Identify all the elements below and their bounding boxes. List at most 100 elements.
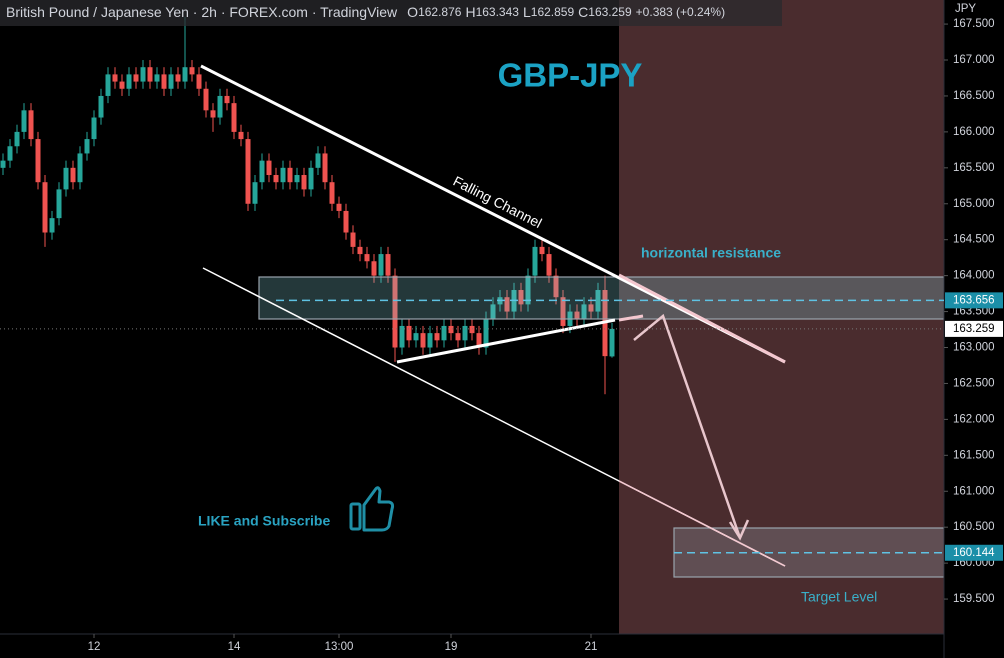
candle-body (434, 333, 440, 341)
price-label-box (945, 544, 1003, 561)
subscribe-label: LIKE and Subscribe (198, 513, 330, 529)
close-label: C (578, 4, 588, 20)
candle-body (154, 74, 160, 82)
candle-body (364, 254, 370, 262)
candle-body (161, 74, 167, 89)
x-tick-label: 19 (445, 641, 458, 653)
candle-body (490, 304, 496, 319)
candle-body (287, 167, 293, 183)
candle-body (539, 246, 545, 255)
candle-body (231, 103, 237, 132)
candle-body (266, 160, 272, 176)
y-tick-label: 165.500 (953, 162, 995, 174)
pair-title: GBP-JPY (498, 57, 643, 94)
y-tick-label: 161.000 (953, 485, 995, 497)
candle-body (126, 74, 132, 89)
candle-body (49, 218, 55, 233)
candle-body (112, 74, 118, 82)
candle-body (441, 325, 447, 341)
price-label-box (945, 320, 1003, 337)
candle-body (245, 139, 251, 204)
candle-body (63, 167, 69, 190)
arrow-head (728, 519, 750, 541)
candle-body (35, 139, 41, 183)
candle-body (147, 67, 153, 82)
candle-body (595, 290, 601, 312)
candle-body (322, 153, 328, 183)
candle-body (420, 333, 426, 348)
y-tick-label: 167.000 (953, 54, 995, 66)
x-tick-label: 14 (228, 641, 241, 653)
candle-body (14, 131, 20, 147)
candle-body (546, 254, 552, 276)
open-label: O (407, 4, 418, 20)
candle-body (483, 318, 489, 348)
candle-body (532, 246, 538, 276)
axes: 159.500160.000160.500161.000161.500162.0… (0, 18, 1003, 653)
candle-body (70, 167, 76, 183)
candle-body (203, 88, 209, 111)
candle-body (469, 325, 475, 334)
candle-body (553, 275, 559, 298)
y-tick-label: 161.500 (953, 449, 995, 461)
candle-body (28, 110, 34, 140)
candle-body (609, 328, 615, 357)
header-title: British Pound / Japanese Yen · 2h · FORE… (6, 4, 398, 20)
candle-body (98, 95, 104, 118)
y-tick-label: 163.500 (953, 306, 995, 318)
candle-body (56, 189, 62, 219)
candle-body (105, 74, 111, 96)
y-tick-label: 164.500 (953, 234, 995, 246)
candle-body (77, 153, 83, 183)
x-tick-label: 21 (585, 641, 598, 653)
candle-body (133, 74, 139, 82)
y-tick-label: 162.000 (953, 413, 995, 425)
resistance-label: horizontal resistance (641, 245, 781, 261)
y-tick-label: 165.000 (953, 198, 995, 210)
candle-body (518, 290, 524, 305)
candles (0, 16, 615, 395)
x-tick-label: 12 (88, 641, 101, 653)
y-tick-label: 166.000 (953, 126, 995, 138)
candle-body (7, 146, 13, 161)
y-axis-title: JPY (955, 3, 976, 15)
candle-body (175, 74, 181, 82)
candle-body (427, 333, 433, 348)
thumb (362, 486, 395, 532)
candle-body (357, 246, 363, 255)
candle-body (350, 232, 356, 247)
wedge-line (396, 318, 616, 364)
candle-body (273, 175, 279, 183)
candle-body (588, 304, 594, 312)
candle-body (406, 325, 412, 341)
y-tick-label: 159.500 (953, 593, 995, 605)
candle-body (399, 325, 405, 348)
candle-body (560, 297, 566, 326)
candle-body (385, 254, 391, 276)
candle-body (21, 110, 27, 132)
low-value: 162.859 (531, 5, 575, 19)
close-value: 163.259 (588, 5, 632, 19)
candle-body (343, 210, 349, 233)
candle-body (168, 74, 174, 89)
target-label: Target Level (801, 589, 877, 605)
high-label: H (465, 4, 475, 20)
y-tick-label: 163.000 (953, 342, 995, 354)
y-tick-label: 166.500 (953, 90, 995, 102)
candle-body (525, 275, 531, 305)
candle-body (140, 67, 146, 82)
candle-body (91, 117, 97, 140)
forecast-arrow (633, 313, 742, 539)
candle-body (119, 81, 125, 89)
like-icon (349, 486, 395, 532)
candle-body (196, 74, 202, 89)
candle-body (259, 160, 265, 183)
wedge-line-projection (618, 314, 644, 322)
candle-body (84, 139, 90, 154)
low-label: L (523, 4, 531, 20)
candle-body (329, 182, 335, 204)
candle-body (210, 110, 216, 118)
price-label: 163.656 (953, 294, 995, 306)
y-tick-label: 167.500 (953, 18, 995, 30)
